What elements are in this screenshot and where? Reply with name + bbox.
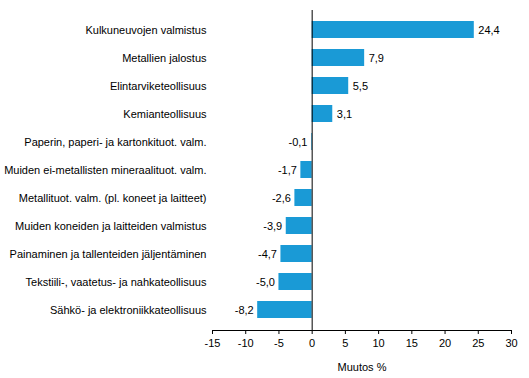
svg-text:-4,7: -4,7	[258, 248, 277, 260]
svg-text:5: 5	[342, 337, 348, 349]
svg-text:Paperin, paperi- ja kartonkitu: Paperin, paperi- ja kartonkituot. valm.	[24, 136, 206, 148]
svg-text:5,5: 5,5	[353, 80, 368, 92]
svg-text:7,9: 7,9	[369, 52, 384, 64]
svg-text:Muutos %: Muutos %	[338, 361, 387, 373]
svg-text:15: 15	[406, 337, 418, 349]
svg-text:0: 0	[309, 337, 315, 349]
svg-text:-8,2: -8,2	[235, 304, 254, 316]
svg-text:-5: -5	[274, 337, 284, 349]
svg-text:10: 10	[372, 337, 384, 349]
svg-text:Sähkö- ja elektroniikkateollis: Sähkö- ja elektroniikkateollisuus	[50, 304, 207, 316]
svg-text:-15: -15	[205, 337, 221, 349]
svg-text:Elintarviketeollisuus: Elintarviketeollisuus	[110, 80, 207, 92]
svg-text:-10: -10	[238, 337, 254, 349]
svg-text:-5,0: -5,0	[256, 276, 275, 288]
svg-text:Tekstiili-, vaatetus- ja nahka: Tekstiili-, vaatetus- ja nahkateollisuus	[26, 276, 207, 288]
svg-text:-2,6: -2,6	[272, 192, 291, 204]
svg-text:Kemianteollisuus: Kemianteollisuus	[123, 108, 207, 120]
svg-text:Muiden koneiden ja laitteiden: Muiden koneiden ja laitteiden valmistus	[15, 220, 207, 232]
svg-text:30: 30	[505, 337, 517, 349]
svg-text:-3,9: -3,9	[263, 220, 282, 232]
svg-text:Muiden ei-metallisten mineraal: Muiden ei-metallisten mineraalituot. val…	[4, 164, 206, 176]
svg-text:-1,7: -1,7	[278, 164, 297, 176]
svg-text:20: 20	[439, 337, 451, 349]
svg-text:-0,1: -0,1	[289, 136, 308, 148]
svg-text:24,4: 24,4	[478, 24, 499, 36]
svg-text:Painaminen ja tallenteiden jäl: Painaminen ja tallenteiden jäljentäminen	[10, 248, 207, 260]
svg-text:3,1: 3,1	[337, 108, 352, 120]
svg-text:25: 25	[472, 337, 484, 349]
svg-text:Metallituot. valm. (pl. koneet: Metallituot. valm. (pl. koneet ja laitte…	[19, 192, 207, 204]
svg-text:Kulkuneuvojen valmistus: Kulkuneuvojen valmistus	[85, 24, 207, 36]
svg-text:Metallien jalostus: Metallien jalostus	[122, 52, 207, 64]
